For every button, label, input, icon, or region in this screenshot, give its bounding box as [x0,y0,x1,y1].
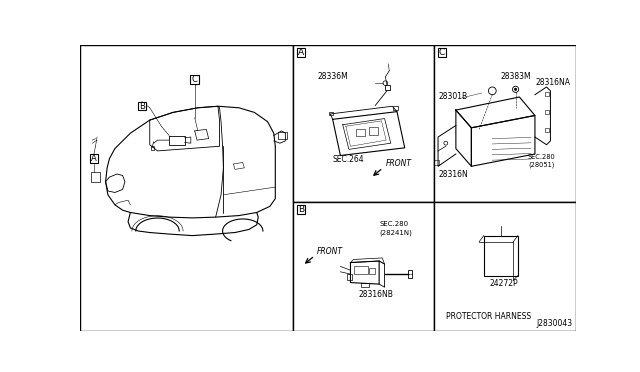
Bar [438,48,446,57]
Text: (28051): (28051) [528,161,554,168]
Bar [80,45,293,331]
Bar [348,274,352,280]
Text: C: C [439,48,445,57]
Bar [393,106,397,110]
Text: FRONT: FRONT [317,247,343,256]
Bar [434,160,439,165]
Text: 28383M: 28383M [501,72,531,81]
Text: 28301B: 28301B [438,92,467,100]
Bar [138,102,147,110]
Bar [434,202,576,331]
Bar [296,205,305,214]
Bar [369,127,378,135]
Text: PROTECTOR HARNESS: PROTECTOR HARNESS [446,312,531,321]
Bar [434,45,576,202]
Text: 28316N: 28316N [438,170,468,179]
Bar [353,266,367,274]
Bar [90,154,98,163]
Text: A: A [298,48,304,57]
Text: 28316NB: 28316NB [358,290,393,299]
Bar [385,85,390,90]
Bar [408,270,412,278]
Text: 28336M: 28336M [317,72,348,81]
Text: 24272P: 24272P [490,279,518,288]
Bar [545,128,549,132]
Bar [484,235,518,276]
Bar [356,129,365,136]
Text: (28241N): (28241N) [379,229,412,235]
Bar [150,146,154,150]
Bar [329,112,333,115]
Text: C: C [192,75,198,84]
Bar [545,110,549,114]
Bar [293,45,434,202]
Bar [91,172,100,183]
Text: SEC.280: SEC.280 [379,221,408,227]
Bar [278,132,287,140]
Text: SEC.280: SEC.280 [528,154,556,160]
Bar [191,75,199,84]
Bar [369,268,375,274]
Text: FRONT: FRONT [385,159,412,168]
Bar [293,202,434,331]
Text: SEC.264: SEC.264 [333,155,364,164]
Bar [545,92,549,96]
Bar [362,283,369,287]
Text: B: B [139,102,145,111]
Text: A: A [91,154,97,163]
Text: B: B [298,205,304,214]
Text: 28316NA: 28316NA [536,78,571,87]
Bar [296,48,305,57]
Text: J2830043: J2830043 [537,319,573,328]
Circle shape [515,88,516,90]
